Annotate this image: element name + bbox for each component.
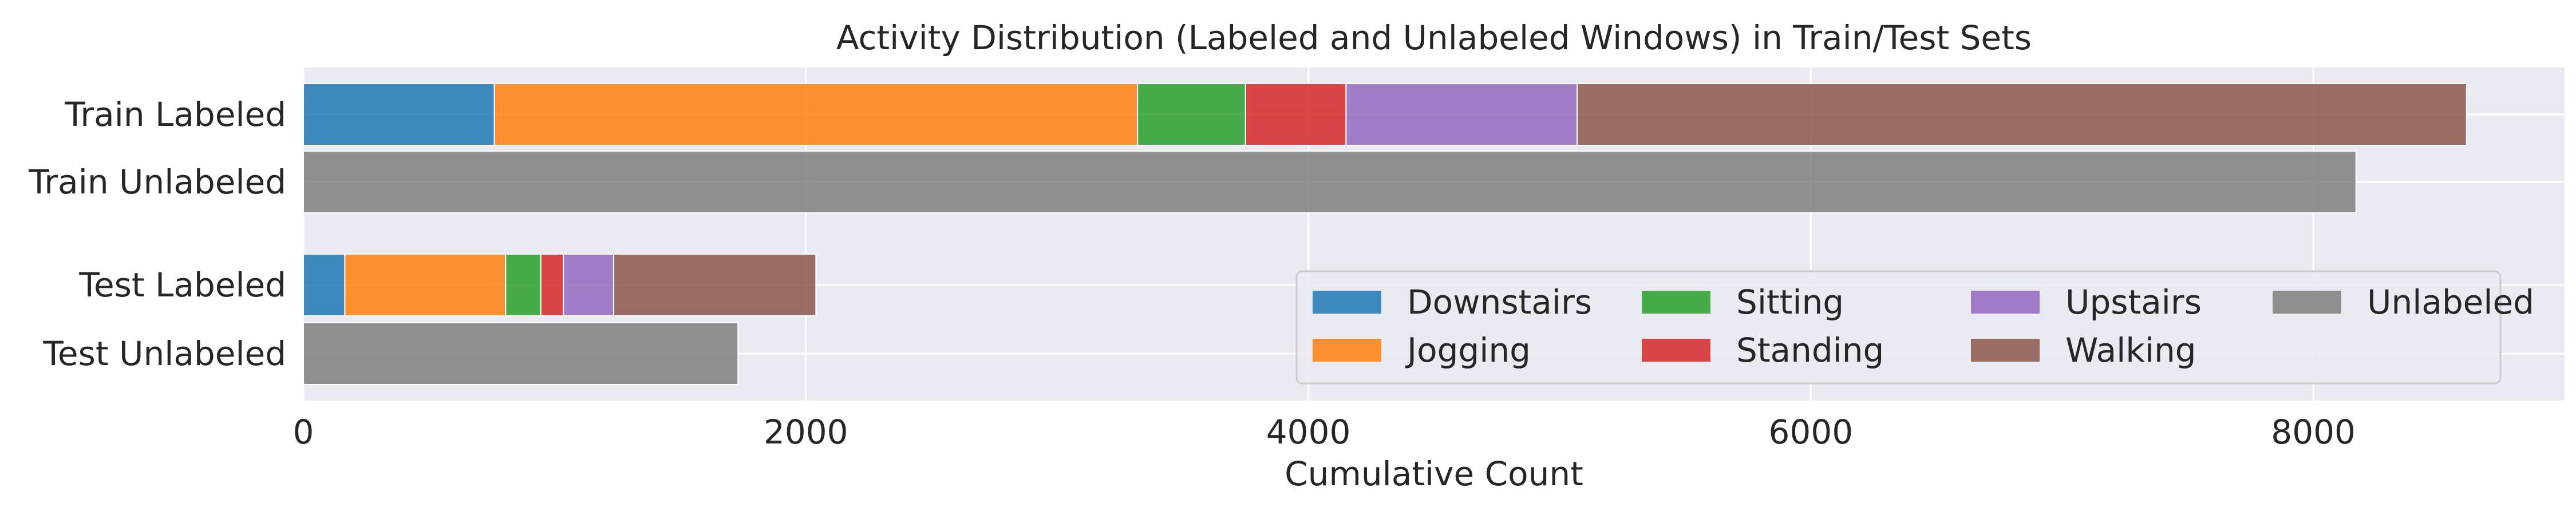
bar-train-labeled-downstairs bbox=[303, 83, 495, 146]
bar-train-labeled-jogging bbox=[493, 83, 1139, 146]
x-tick-label-3: 6000 bbox=[1769, 413, 1854, 451]
y-tick-label-train-labeled: Train Labeled bbox=[64, 95, 286, 134]
y-tick-label-train-unlabeled: Train Unlabeled bbox=[28, 163, 286, 201]
bar-test-labeled-downstairs bbox=[303, 253, 346, 316]
bar-test-labeled-upstairs bbox=[563, 253, 615, 316]
bar-test-unlabeled-unlabeled bbox=[303, 322, 739, 385]
x-tick-label-2: 4000 bbox=[1266, 413, 1351, 451]
legend-label-jogging: Jogging bbox=[1405, 331, 1531, 370]
legend: Downstairs Jogging Sitting Standing Upstairs… bbox=[1295, 270, 2534, 385]
x-tick-label-1: 2000 bbox=[764, 413, 848, 451]
legend-frame bbox=[1295, 270, 2502, 385]
bar-train-labeled-walking bbox=[1577, 83, 2467, 146]
x-tick-labels: 0 2000 4000 6000 8000 bbox=[293, 413, 2356, 451]
legend-label-upstairs: Upstairs bbox=[2065, 283, 2202, 322]
bar-test-labeled-standing bbox=[540, 253, 564, 316]
bar-train-labeled-upstairs bbox=[1345, 83, 1578, 146]
legend-label-downstairs: Downstairs bbox=[1407, 283, 1592, 322]
bar-test-labeled-sitting bbox=[505, 253, 542, 316]
y-tick-labels: Train Labeled Train Unlabeled Test Labeled… bbox=[28, 95, 286, 373]
bar-train-labeled-sitting bbox=[1137, 83, 1246, 146]
chart-title: Activity Distribution (Labeled and Unlab… bbox=[836, 18, 2032, 57]
legend-swatch-jogging bbox=[1313, 339, 1381, 362]
x-tick-label-0: 0 bbox=[293, 413, 314, 451]
y-tick-label-test-unlabeled: Test Unlabeled bbox=[42, 334, 286, 373]
legend-swatch-unlabeled bbox=[2273, 291, 2341, 314]
y-tick-label-test-labeled: Test Labeled bbox=[78, 266, 286, 304]
bar-test-labeled-walking bbox=[613, 253, 817, 316]
bar-test-labeled-jogging bbox=[344, 253, 507, 316]
legend-label-walking: Walking bbox=[2065, 331, 2196, 370]
legend-swatch-downstairs bbox=[1313, 291, 1381, 314]
bar-train-unlabeled-unlabeled bbox=[303, 150, 2357, 213]
legend-label-standing: Standing bbox=[1736, 331, 1884, 370]
legend-swatch-sitting bbox=[1642, 291, 1710, 314]
legend-swatch-upstairs bbox=[1971, 291, 2040, 314]
legend-label-unlabeled: Unlabeled bbox=[2367, 283, 2534, 322]
bars bbox=[303, 83, 2467, 385]
bar-train-labeled-standing bbox=[1244, 83, 1347, 146]
x-tick-label-4: 8000 bbox=[2271, 413, 2356, 451]
legend-label-sitting: Sitting bbox=[1736, 283, 1844, 322]
legend-swatch-standing bbox=[1642, 339, 1710, 362]
legend-swatch-walking bbox=[1971, 339, 2040, 362]
x-axis-label: Cumulative Count bbox=[1285, 454, 1583, 493]
